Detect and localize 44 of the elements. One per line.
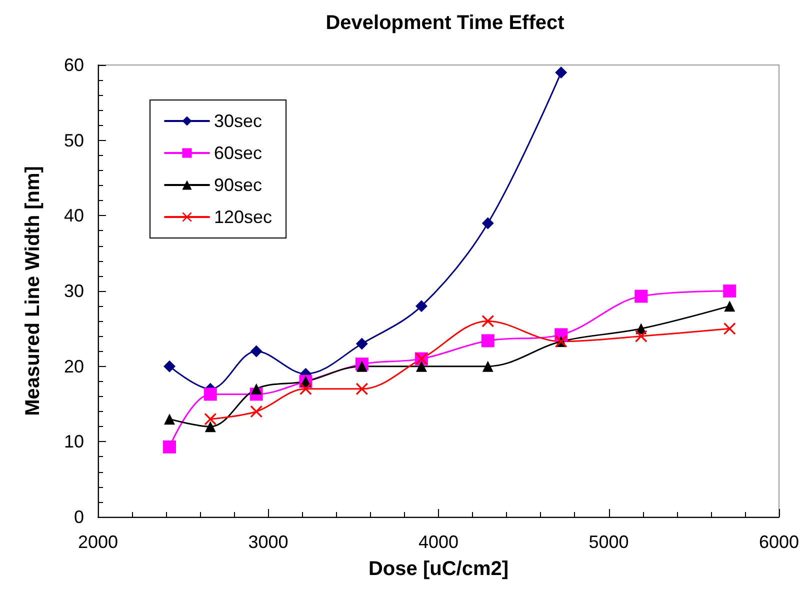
point: [300, 382, 312, 395]
point: [724, 300, 736, 312]
legend-label: 90sec: [214, 175, 262, 195]
point: [482, 217, 494, 230]
x-tick-label: 5000: [588, 532, 629, 552]
point: [250, 383, 262, 394]
x-tick-label: 3000: [248, 532, 288, 552]
legend-label: 30sec: [214, 111, 262, 131]
x-tick-label: 6000: [758, 532, 800, 552]
y-tick-label: 30: [64, 281, 84, 301]
point: [724, 322, 736, 335]
point: [482, 315, 494, 328]
point: [415, 300, 428, 312]
legend-label: 60sec: [214, 143, 262, 163]
point: [555, 66, 568, 79]
x-axis-title: Dose [uC/cm2]: [368, 558, 509, 580]
point: [250, 345, 262, 358]
y-axis-title: Measured Line Width [nm]: [22, 166, 44, 416]
y-tick-label: 60: [64, 55, 84, 75]
point: [481, 334, 494, 348]
point: [204, 421, 216, 432]
y-tick-label: 10: [64, 432, 84, 452]
point: [204, 388, 217, 401]
y-tick-label: 0: [74, 507, 84, 527]
point: [634, 290, 648, 303]
point: [163, 440, 176, 454]
point: [204, 413, 216, 426]
point: [635, 330, 648, 342]
point: [164, 414, 176, 425]
point: [482, 360, 494, 372]
point: [416, 360, 427, 372]
legend-label: 120sec: [214, 207, 272, 227]
point: [164, 360, 176, 372]
chart-title: Development Time Effect: [326, 12, 565, 34]
y-tick-label: 20: [64, 356, 84, 376]
y-tick-label: 50: [64, 130, 84, 150]
x-tick-label: 2000: [78, 532, 118, 552]
point: [723, 284, 736, 298]
x-tick-label: 4000: [418, 532, 459, 552]
point: [356, 382, 368, 395]
point: [356, 338, 368, 350]
point: [356, 360, 368, 372]
point: [250, 406, 262, 418]
y-tick-label: 40: [64, 206, 84, 226]
